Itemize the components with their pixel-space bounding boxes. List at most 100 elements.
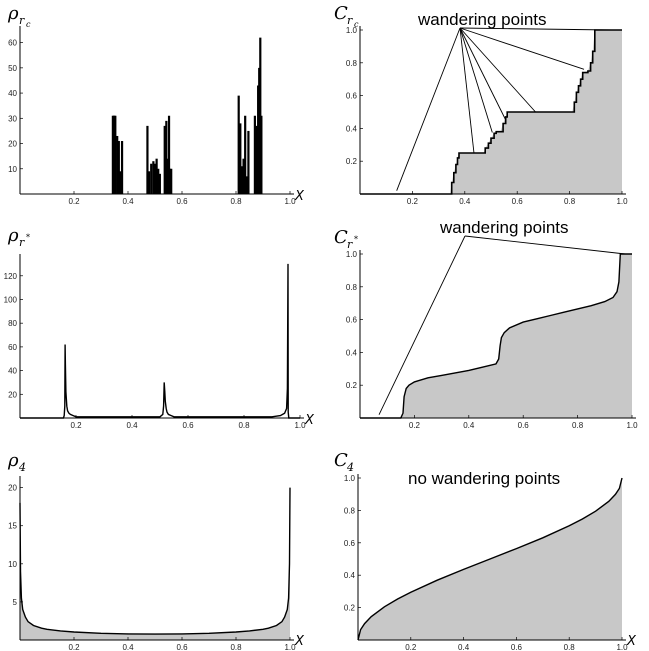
x-tick-label: 0.4 [126,421,138,430]
annotation-leader [459,27,585,70]
y-tick-label: 0.6 [346,92,358,101]
x-axis-label: X [304,413,315,428]
y-tick-label: 20 [8,140,17,149]
data-curve [357,477,623,641]
y-tick-label: 80 [8,319,17,328]
area-fill [360,30,622,194]
x-tick-label: 0.2 [409,421,421,430]
panel-rho-4: ρ 4 X 0.2 0.4 0.6 0.8 1.0 5 10 15 20 [7,450,305,651]
ylabel-sup: * [354,235,358,244]
ylabel-sub: r [347,238,353,251]
y-tick-label: 0.2 [344,604,356,613]
panel-rho-rstar: ρ r * X 0.2 0.4 0.6 0.8 1.0 20 40 60 80 100 120 [4,225,315,430]
y-tick-label: 15 [8,522,17,531]
x-tick-label: 1.0 [284,197,296,206]
y-tick-label: 40 [8,367,17,376]
panel-c-rc: C r c wandering points 0.2 0.4 0.6 0.8 1.0 0.… [334,3,628,206]
y-tick-label: 10 [8,165,17,174]
x-tick-label: 0.4 [122,197,134,206]
wandering-points-annotation: wandering points [417,10,547,29]
x-tick-label: 0.2 [70,421,82,430]
x-tick-label: 0.2 [68,643,80,651]
annotation-leader [378,235,466,415]
y-tick-label: 100 [4,295,18,304]
annotation-leader [459,27,493,133]
y-tick-label: 60 [8,39,17,48]
x-tick-label: 0.6 [512,197,524,206]
ylabel-sup: * [26,233,30,242]
ylabel-sub: 4 [346,461,354,474]
y-tick-label: 20 [8,390,17,399]
x-axis-label: X [294,189,305,204]
x-tick-label: 0.4 [459,197,471,206]
annotation-leader [459,27,475,154]
ylabel-main: ρ [7,450,19,471]
y-tick-label: 0.6 [344,539,356,548]
annotation-leader [464,235,626,255]
x-tick-label: 0.8 [564,197,576,206]
y-tick-label: 0.8 [346,59,358,68]
annotation-leader [459,27,506,120]
x-tick-label: 0.6 [176,197,188,206]
area-fill [20,487,290,640]
x-tick-label: 0.6 [511,643,523,651]
y-tick-label: 1.0 [346,250,358,259]
ylabel-sub: r [19,236,25,249]
x-tick-label: 0.4 [463,421,475,430]
wandering-points-annotation: wandering points [439,218,569,237]
y-tick-label: 0.8 [344,506,356,515]
data-curve [19,487,291,635]
x-tick-label: 0.8 [238,421,250,430]
x-tick-label: 0.6 [182,421,194,430]
y-tick-label: 1.0 [346,26,358,35]
ylabel-subsub: c [26,20,31,29]
y-tick-label: 0.6 [346,316,358,325]
ylabel-sub: r [19,14,25,27]
y-tick-label: 120 [4,272,18,281]
x-tick-label: 1.0 [294,421,306,430]
x-tick-label: 0.8 [572,421,584,430]
panel-rho-rc: ρ r c X 0.2 0.4 0.6 0.8 1.0 10 20 30 40 50 60 [7,3,305,206]
y-tick-label: 0.4 [346,124,358,133]
x-axis-label: X [294,634,305,649]
panel-c-4: C 4 no wandering points X 0.2 0.4 0.6 0.8 1.… [334,450,637,651]
y-tick-label: 0.4 [344,571,356,580]
no-wandering-points-annotation: no wandering points [408,469,560,488]
y-tick-label: 0.4 [346,348,358,357]
ylabel-main: C [334,450,348,471]
y-tick-label: 60 [8,343,17,352]
x-tick-label: 1.0 [616,197,628,206]
ylabel-sub: r [347,14,353,27]
ylabel-sub: 4 [18,461,26,474]
x-axis-label: X [626,634,637,649]
x-tick-label: 0.2 [407,197,419,206]
y-tick-label: 30 [8,114,17,123]
area-fill [360,254,632,418]
y-tick-label: 0.2 [346,157,358,166]
y-tick-label: 0.8 [346,283,358,292]
x-tick-label: 1.0 [284,643,296,651]
y-tick-label: 20 [8,484,17,493]
ylabel-main: ρ [7,3,19,24]
y-tick-label: 0.2 [346,381,358,390]
x-tick-label: 0.8 [230,643,242,651]
y-tick-label: 5 [13,598,18,607]
x-tick-label: 0.2 [68,197,80,206]
annotation-leader [396,27,461,191]
data-curve [20,263,300,419]
x-tick-label: 1.0 [616,643,628,651]
annotation-leader [459,27,536,113]
x-tick-label: 0.2 [405,643,417,651]
data-curve [360,253,632,419]
cumulative-curve [360,29,622,195]
y-tick-label: 10 [8,560,17,569]
ylabel-main: ρ [7,225,19,246]
x-tick-label: 0.6 [518,421,530,430]
x-tick-label: 0.8 [230,197,242,206]
y-tick-label: 1.0 [344,474,356,483]
annotation-leader [459,27,612,31]
panel-c-rstar: C r * wandering points 0.2 0.4 0.6 0.8 1.0 0.… [334,218,638,430]
ylabel-main: C [334,227,348,248]
x-tick-label: 0.4 [122,643,134,651]
x-tick-label: 0.8 [564,643,576,651]
